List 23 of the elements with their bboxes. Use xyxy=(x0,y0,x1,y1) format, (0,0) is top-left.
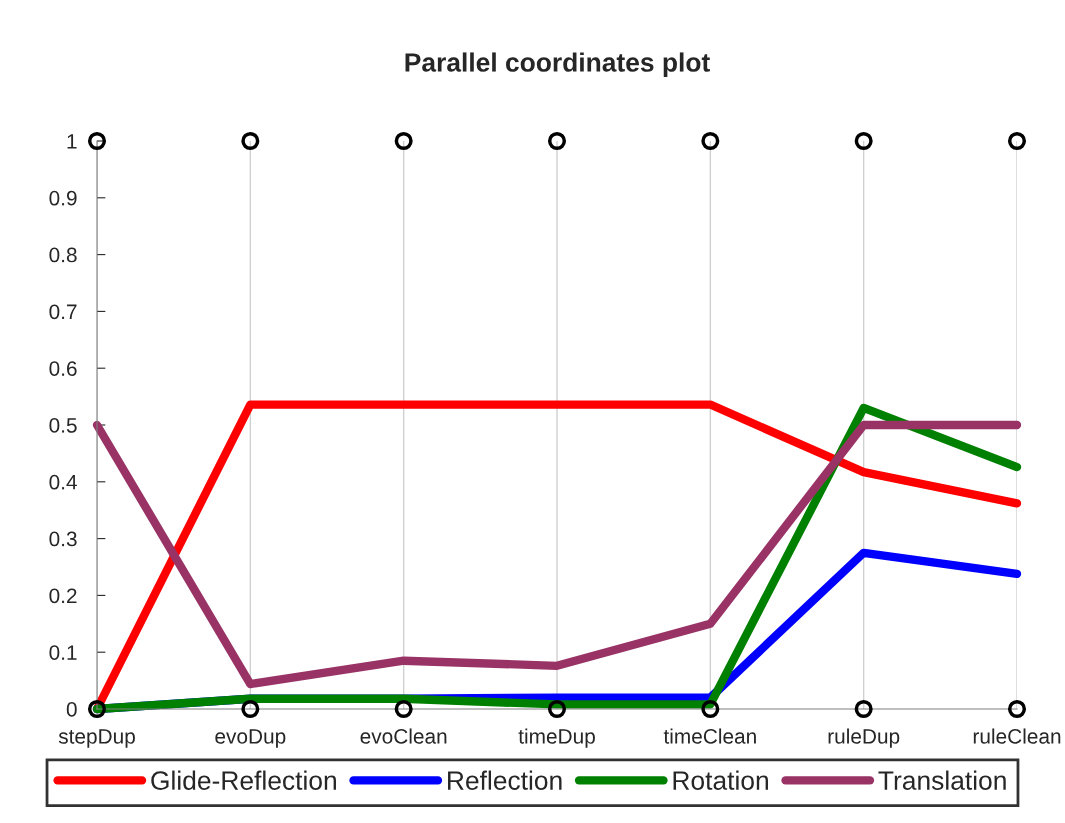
x-tick-label: stepDup xyxy=(58,729,135,748)
legend-label: Reflection xyxy=(448,770,562,790)
x-tick-label: timeDup xyxy=(518,728,595,748)
x-tick-label: ruleDup xyxy=(828,728,900,748)
y-tick-label: 0 xyxy=(66,702,77,717)
legend-label: Glide-Reflection xyxy=(151,770,336,790)
x-tick-label: evoClean xyxy=(360,728,447,744)
y-tick-label: 0.9 xyxy=(49,190,77,206)
y-tick-label: 1 xyxy=(67,134,77,149)
y-tick-label: 0.2 xyxy=(49,588,77,604)
y-tick-label: 0.7 xyxy=(49,304,77,320)
legend-label: Rotation xyxy=(673,770,768,790)
legend-label: Translation xyxy=(878,770,1006,790)
y-tick-label: 0.6 xyxy=(49,361,77,376)
y-tick-label: 0.4 xyxy=(49,474,77,490)
y-tick-label: 0.3 xyxy=(49,531,77,547)
x-tick-label: evoDup xyxy=(215,729,286,748)
x-tick-label: timeClean xyxy=(663,728,756,744)
y-tick-label: 0.8 xyxy=(49,247,77,263)
y-tick-label: 0.5 xyxy=(49,418,77,433)
chart-title: Parallel coordinates plot xyxy=(405,52,710,78)
y-tick-label: 0.1 xyxy=(49,645,77,660)
x-tick-label: ruleClean xyxy=(973,728,1061,744)
